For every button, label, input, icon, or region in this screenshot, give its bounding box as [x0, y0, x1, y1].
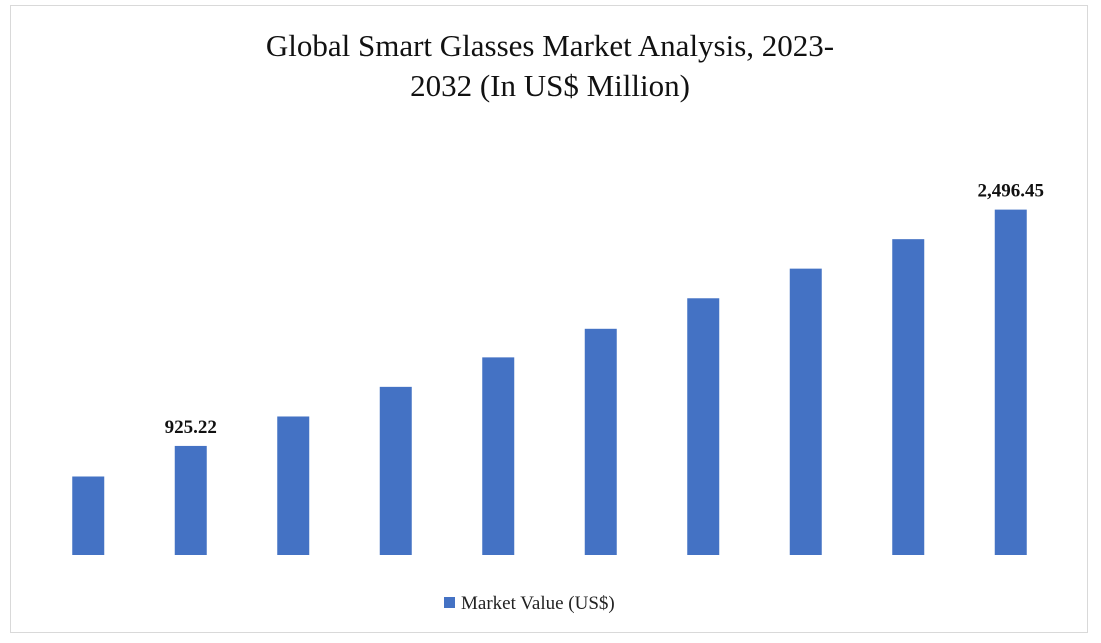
bar: [994, 209, 1027, 555]
bar: [584, 328, 617, 555]
chart-title: Global Smart Glasses Market Analysis, 20…: [265, 28, 835, 103]
legend-label: Market Value (US$): [461, 593, 615, 614]
data-label: 2,496.45: [978, 181, 1045, 202]
legend-swatch: [444, 597, 455, 608]
bar: [72, 476, 105, 555]
bar: [277, 416, 310, 555]
bar: [892, 239, 925, 555]
data-label: 925.22: [165, 417, 217, 438]
bar: [379, 386, 412, 555]
bar: [687, 298, 720, 555]
bar: [789, 268, 822, 555]
bar: [174, 445, 207, 555]
bar: [482, 357, 515, 555]
chart-frame: [10, 5, 1088, 633]
